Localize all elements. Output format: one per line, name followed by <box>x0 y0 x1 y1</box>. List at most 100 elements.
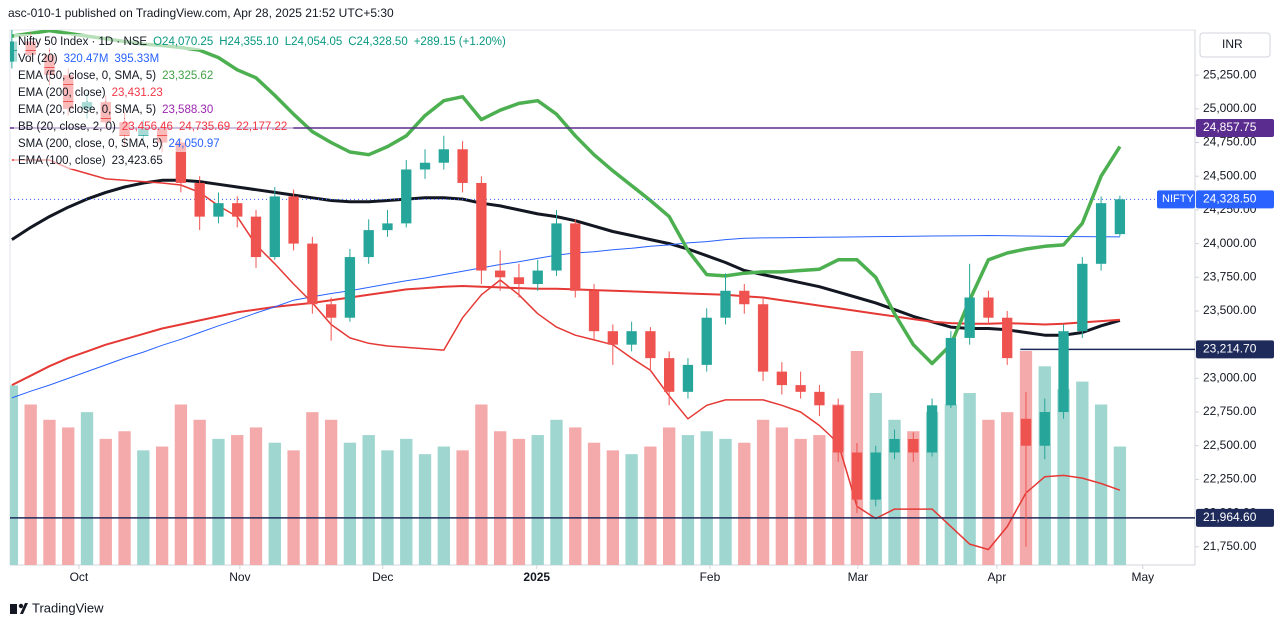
legend-value: L24,054.05 <box>285 36 343 48</box>
y-tick-label: 22,250.00 <box>1203 472 1257 486</box>
candle-body <box>588 290 600 332</box>
volume-bar <box>700 431 713 565</box>
volume-bar <box>249 427 263 565</box>
legend-name: EMA (20, close, 0, SMA, 5) <box>18 104 156 116</box>
volume-bar <box>268 442 281 565</box>
candle-body <box>908 438 919 453</box>
volume-bar <box>907 431 920 565</box>
legend-row-bg <box>14 85 169 101</box>
volume-bar <box>888 419 901 565</box>
volume-bar <box>738 442 751 565</box>
volume-bar <box>606 450 619 565</box>
y-tick-label: 25,250.00 <box>1203 67 1257 81</box>
candle-body <box>457 149 468 183</box>
volume-bar <box>437 446 450 565</box>
candle-body <box>494 270 506 278</box>
legend-value: 23,588.30 <box>162 104 213 116</box>
volume-bar <box>400 438 413 565</box>
candles <box>10 30 1126 547</box>
volume-bar <box>550 419 563 565</box>
volume-bar <box>681 435 695 565</box>
volume-bar <box>362 435 375 565</box>
candle-body <box>513 277 525 285</box>
y-tick-label: 25,000.00 <box>1203 101 1257 115</box>
volume-bar <box>287 450 300 565</box>
volume-bar <box>231 435 244 565</box>
volume-bar <box>944 404 958 565</box>
volume-bar <box>756 419 770 565</box>
candle-body <box>1114 199 1126 235</box>
volume-bar <box>118 431 131 565</box>
y-tick-label: 24,750.00 <box>1203 135 1257 149</box>
legend-name: EMA (200, close) <box>18 87 106 99</box>
legend-row-bg <box>14 51 166 67</box>
legend-value: +289.15 (+1.20%) <box>414 36 506 48</box>
indicator-line <box>11 235 1120 399</box>
x-tick-label: May <box>1131 570 1154 584</box>
volume-bar <box>569 427 582 565</box>
y-tick-label: 22,750.00 <box>1203 404 1257 418</box>
header: asc-010-1 published on TradingView.com, … <box>8 6 394 20</box>
y-tick-label: 23,500.00 <box>1203 303 1257 317</box>
level-label: 23,214.70 <box>1203 342 1257 356</box>
volume-bar <box>137 450 150 565</box>
y-tick-label: 24,500.00 <box>1203 168 1257 182</box>
last-price-label: 24,328.50 <box>1203 191 1257 205</box>
volume-bar <box>99 438 112 565</box>
candle-body <box>232 203 243 217</box>
level-tag <box>1196 508 1274 527</box>
volume-bar <box>1094 404 1108 565</box>
legend-row-bg <box>14 119 294 135</box>
candle-body <box>307 243 318 305</box>
candle-body <box>401 169 412 224</box>
legend-value: O24,070.25 <box>153 36 213 48</box>
legend-value: 320.47M <box>64 53 109 65</box>
candle-body <box>194 182 205 217</box>
legend-value: 395.33M <box>114 53 159 65</box>
legend: Nifty 50 Index · 1D · NSE O24,070.25 H24,3… <box>14 34 512 169</box>
candle-body <box>363 230 374 258</box>
candle-body <box>532 270 543 285</box>
candle-body <box>438 149 449 163</box>
candle-body <box>325 304 337 318</box>
axes: 25,250.0025,000.0024,750.0024,500.0024,2… <box>70 67 1274 584</box>
footer-logo <box>10 603 28 614</box>
legend-value: 24,050.97 <box>168 138 219 150</box>
candle-body <box>682 364 694 392</box>
y-tick-label: 23,750.00 <box>1203 269 1257 283</box>
legend-value: 23,325.62 <box>162 70 213 82</box>
y-tick-label: 22,500.00 <box>1203 438 1257 452</box>
x-tick-label: Apr <box>988 570 1007 584</box>
volume-bar <box>10 385 19 565</box>
volume-bar <box>62 427 75 565</box>
candle-body <box>419 162 431 170</box>
candle-body <box>1039 412 1050 446</box>
volume-bar <box>212 438 225 565</box>
legend-value: C24,328.50 <box>348 36 407 48</box>
candle-body <box>945 337 957 406</box>
volume-bar <box>493 431 507 565</box>
legend-value: H24,355.10 <box>219 36 278 48</box>
level-tag <box>1196 340 1274 359</box>
volume-bar <box>456 450 469 565</box>
candle-body <box>795 385 806 392</box>
volume-bar <box>625 454 638 565</box>
candle-body <box>10 41 18 62</box>
volume-bar <box>343 442 357 565</box>
volume-bar <box>381 450 394 565</box>
y-tick-label: 23,000.00 <box>1203 371 1257 385</box>
candle-body <box>833 405 844 453</box>
legend-value: 23,456.46 <box>122 121 173 133</box>
volume-bar <box>963 393 976 565</box>
candle-body <box>382 223 393 231</box>
volume-bar <box>1113 446 1127 565</box>
currency-box[interactable] <box>1199 32 1271 58</box>
candle-body <box>607 331 618 345</box>
candle-body <box>926 405 938 453</box>
volume-pane <box>10 351 1127 565</box>
volume-bar <box>306 412 319 565</box>
volume-bar <box>1076 381 1089 565</box>
candle-body <box>250 216 262 258</box>
candle-body <box>156 129 168 143</box>
